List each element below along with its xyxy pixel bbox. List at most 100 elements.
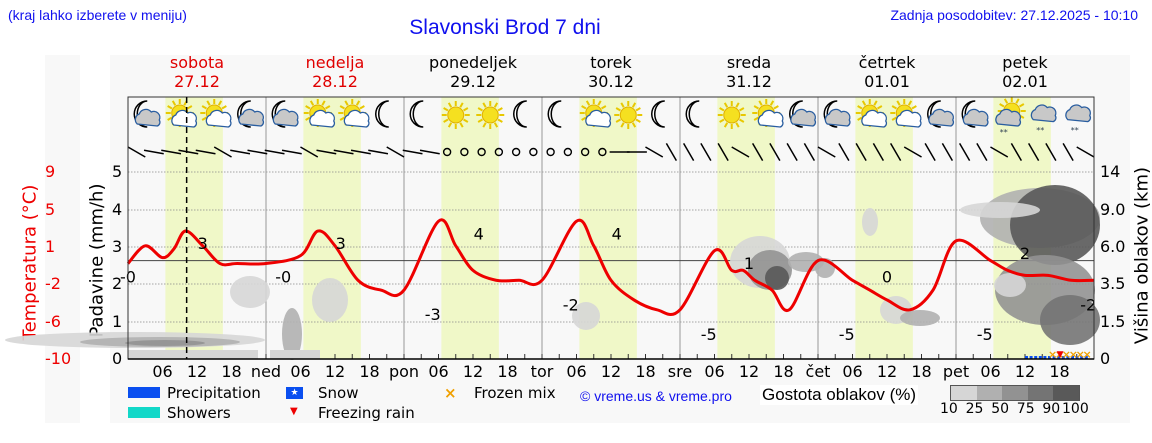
temp-tick: 1 [45, 237, 56, 256]
cloud-shape [861, 109, 888, 128]
sun-ray [891, 116, 897, 121]
wind-barb [682, 142, 695, 162]
temp-tick: 9 [45, 162, 56, 181]
sun-ray [719, 118, 725, 123]
frozen-mix-marker: × [1062, 348, 1071, 361]
sun-ray [459, 102, 464, 108]
moon-cloud-icon [823, 100, 851, 128]
sun-ray [620, 102, 625, 108]
wind-barb [247, 149, 268, 155]
sun-ray [339, 105, 345, 110]
day-date: 27.12 [174, 72, 220, 91]
sun-ray [463, 107, 469, 112]
wind-barb [402, 149, 423, 155]
sun-ray [597, 100, 602, 106]
x-tick-label: 06 [980, 362, 1001, 381]
frozen-mix-marker: × [1083, 348, 1092, 361]
cloud-area [1040, 295, 1100, 345]
snowflakes: ** [1000, 128, 1008, 137]
cloud-area [765, 266, 789, 290]
precip-bar [1057, 356, 1061, 359]
x-tick-label: 18 [1049, 362, 1070, 381]
sun-ray [447, 122, 453, 128]
calm-wind-marker [477, 147, 486, 157]
location-hint: (kraj lahko izberete v meniju) [8, 7, 187, 23]
wind-barb [924, 142, 936, 162]
sun-disk [619, 106, 637, 124]
temp-axis-panel [45, 55, 80, 423]
wind-barb [1045, 142, 1057, 162]
day-name: nedelja [305, 53, 365, 72]
x-tick-label: pon [388, 362, 420, 381]
day-header: nedelja 28.12 [266, 53, 404, 91]
day-name: ponedeljek [429, 53, 517, 72]
wind-barb [817, 146, 836, 158]
wind-barb [333, 149, 354, 155]
x-tick-label: 06 [152, 362, 173, 381]
moon-shape [685, 100, 700, 128]
wind-barb [161, 149, 182, 155]
day-header: sobota 27.12 [128, 53, 266, 91]
temperature-label: -5 [977, 325, 993, 344]
cloud-area [125, 340, 205, 346]
cloud-snow-icon: ** [1030, 104, 1057, 135]
snowflakes: ** [1071, 126, 1079, 135]
calm-wind-marker [442, 147, 452, 157]
precip-tick: 5 [112, 162, 123, 181]
sun-cloud-icon [752, 99, 784, 128]
sun-ray [447, 102, 453, 108]
wind-barb [958, 142, 971, 162]
wind-barb [803, 142, 816, 162]
wind-barbs [127, 142, 1095, 162]
sun-ray [873, 100, 878, 106]
sun-disk [447, 106, 465, 124]
daylight-band [717, 97, 775, 359]
copyright-link[interactable]: © vreme.us & vreme.pro [580, 388, 732, 404]
daylight-band [441, 97, 499, 359]
cloud-area [994, 273, 1026, 297]
sun-ray [459, 122, 464, 128]
day-name: petek [1002, 53, 1048, 72]
sun-cloud-icon [338, 99, 370, 128]
wind-barb [127, 146, 146, 158]
temperature-label: 2 [1020, 244, 1030, 263]
temperature-label: 3 [336, 234, 346, 253]
sun-ray [585, 100, 591, 106]
legend-freezing-rain: Freezing rain [318, 404, 415, 422]
sun-ray [201, 116, 207, 121]
day-header: ponedeljek 29.12 [404, 53, 542, 91]
wind-barb [889, 142, 902, 162]
wind-barb [903, 146, 922, 158]
sun-cloud-icon [303, 99, 336, 128]
day-date: 30.12 [588, 72, 634, 91]
precip-bar [1071, 356, 1074, 359]
sun-ray [344, 100, 349, 106]
temperature-label: 4 [612, 224, 622, 243]
cloud-shape [1065, 104, 1092, 123]
temperature-line [126, 218, 1095, 317]
x-tick-label: 06 [566, 362, 587, 381]
wind-barb [213, 146, 232, 158]
precip-tick: 2 [112, 274, 123, 293]
sun-ray [221, 105, 227, 110]
moon-shape [651, 100, 665, 128]
cloud-height-tick: 14 [1100, 162, 1121, 181]
wind-barb [665, 142, 678, 162]
cloud-shape [205, 109, 232, 128]
calm-wind-marker [563, 147, 573, 157]
wind-barb [1027, 142, 1040, 162]
sun-ray [493, 102, 499, 108]
sun-ray [443, 107, 449, 112]
sun-ray [891, 105, 897, 110]
wind-barb [717, 142, 729, 162]
precip-bar [1025, 356, 1028, 359]
sun-ray [735, 122, 740, 128]
cloud-height-tick: 0 [1100, 349, 1111, 368]
sun-cloud-icon [579, 99, 612, 128]
x-tick-label: 18 [635, 362, 656, 381]
sun-ray [482, 102, 487, 108]
sun-ray [753, 105, 759, 110]
temperature-label: -5 [839, 325, 855, 344]
cloud-shape [995, 108, 1022, 127]
x-tick-label: 18 [911, 362, 932, 381]
